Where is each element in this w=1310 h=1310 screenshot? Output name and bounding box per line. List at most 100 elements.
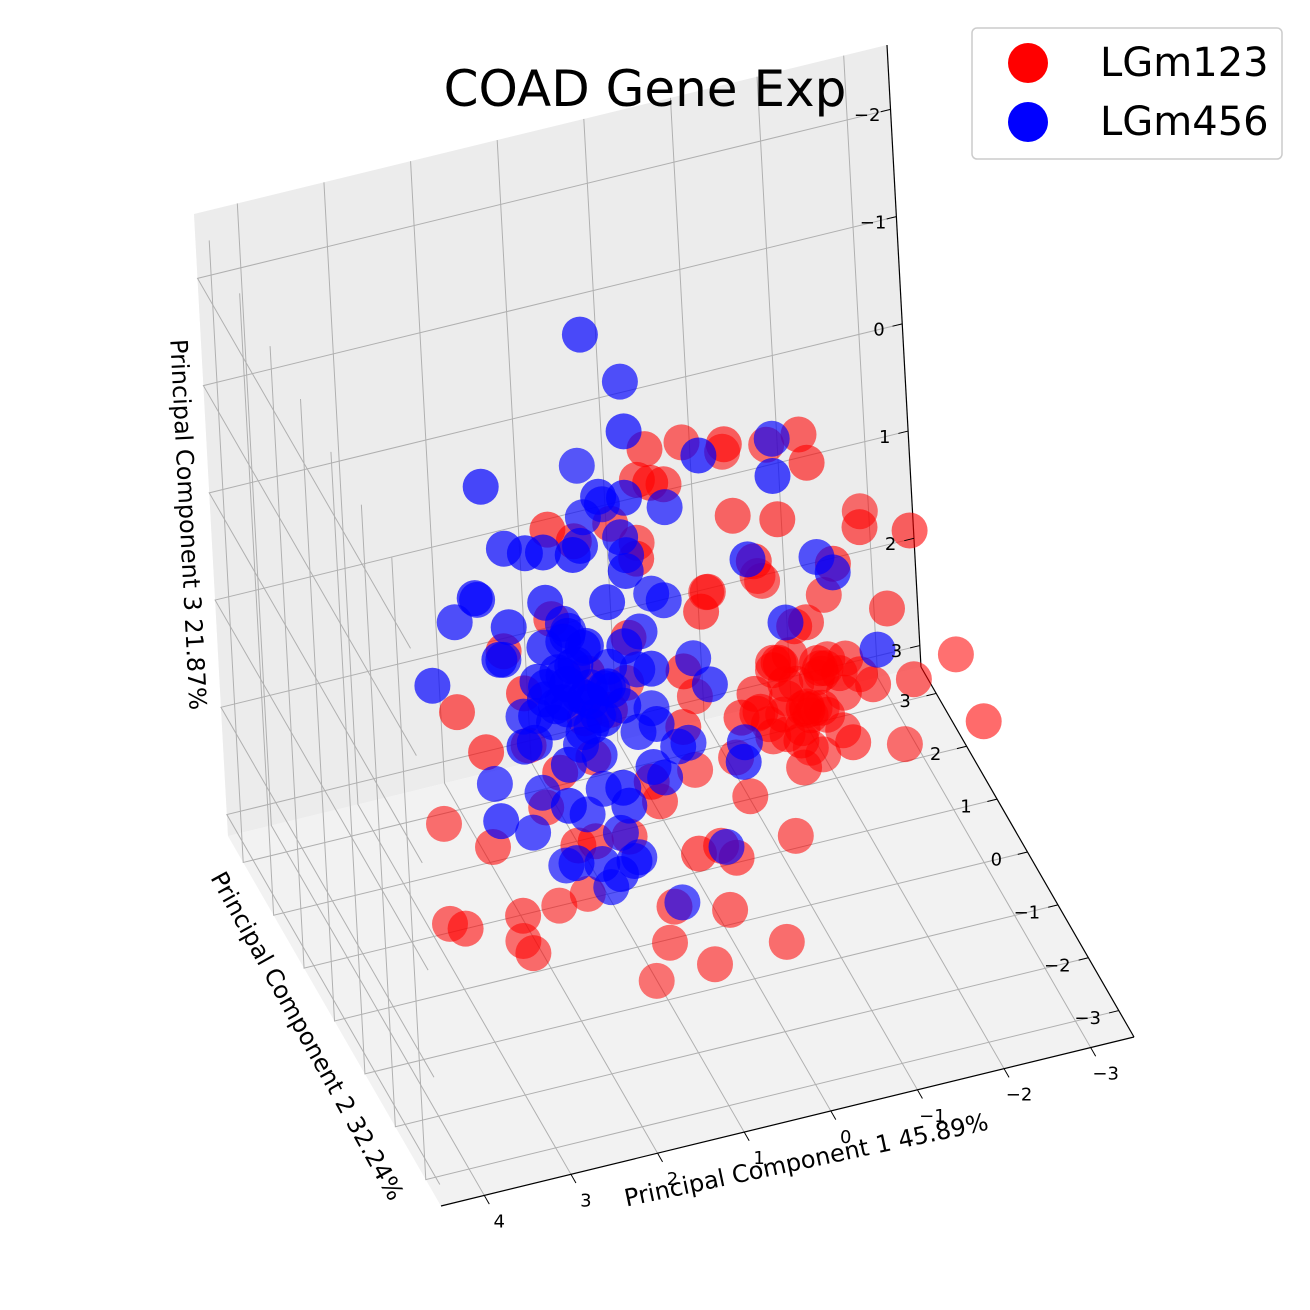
point-lgm456-78 [691,666,728,703]
point-lgm456-55 [633,650,670,687]
scatter-points [414,316,1002,999]
point-lgm123-115 [681,835,717,872]
point-lgm123-65 [891,512,928,549]
point-lgm123-60 [855,666,892,703]
point-lgm456-22 [485,530,522,567]
grid-line-z-4 [220,537,915,1078]
point-lgm456-86 [725,743,762,780]
point-lgm456-45 [456,580,493,617]
x-tick-2-mark [657,1152,663,1163]
point-lgm456-11 [664,884,701,921]
y-tick-3-mark [1017,851,1028,855]
point-lgm456-51 [611,787,648,824]
grid-line-z-1 [202,216,897,756]
point-lgm456-20 [548,847,585,884]
point-lgm123-49 [759,501,796,538]
axes-ticks: 4 3 2 1 0 −1 −2 −3 3 2 1 0 −1 −2 −3 −2 −1 0 1 2 3 [483,105,1119,1232]
point-lgm123-98 [755,644,792,681]
x-tick-0-mark [483,1195,490,1205]
grid-line-x-1 [323,182,572,1175]
point-lgm456-84 [859,631,896,668]
z-tick-1-label: −1 [860,212,887,233]
legend-frame [971,27,1283,160]
grid-line-x-0 [236,203,485,1196]
point-lgm123-116 [638,962,675,999]
point-lgm456-36 [670,724,707,761]
point-lgm123-45 [777,817,814,854]
point-lgm123-118 [541,887,578,924]
point-lgm123-24 [652,924,688,961]
z-tick-4-label: 2 [885,534,896,555]
grid-line-y-4 [330,451,1059,1075]
z-tick-5-label: 3 [891,641,902,662]
x-tick-1-mark [570,1174,577,1184]
point-lgm456-50 [515,814,552,851]
grid-line-x-5 [669,97,918,1091]
x-tick-3-mark [743,1131,750,1141]
y-tick-1-label: 2 [930,744,941,765]
x-tick-4-mark [830,1110,837,1120]
point-lgm123-110 [712,891,749,928]
point-lgm456-52 [525,534,561,571]
y-tick-0-mark [926,692,937,697]
point-lgm456-43 [647,759,684,796]
point-lgm456-66 [562,527,598,564]
point-lgm456-71 [605,413,642,450]
point-lgm123-111 [697,946,733,983]
x-tick-7-mark [1090,1047,1097,1057]
point-lgm123-119 [505,897,542,934]
point-lgm456-87 [754,458,791,494]
point-lgm456-0 [561,316,598,353]
point-lgm123-62 [886,726,923,763]
point-lgm456-85 [753,420,790,457]
x-tick-3-label: 1 [753,1148,764,1169]
z-tick-2-label: 0 [873,320,884,341]
x-axis-line [440,1036,1135,1207]
x-tick-6-mark [1003,1068,1010,1078]
z-tick-5-mark [909,645,920,649]
point-lgm123-40 [714,497,751,534]
point-lgm456-76 [414,667,451,704]
point-lgm456-82 [680,437,717,474]
y-tick-0-label: 3 [899,691,910,712]
y-tick-4-label: −1 [1014,902,1041,923]
y-tick-2-label: 1 [960,797,971,818]
point-lgm123-73 [780,416,817,453]
z-tick-0-mark [880,108,891,113]
z-tick-3-mark [898,430,909,434]
x-tick-4-label: 0 [840,1127,851,1148]
point-lgm123-109 [802,650,838,687]
point-lgm456-62 [638,706,675,742]
z-tick-2-mark [892,323,903,327]
y-tick-4-mark [1048,904,1059,908]
y-tick-6-label: −3 [1074,1008,1101,1029]
point-lgm456-77 [675,640,712,677]
grid-line-y-0 [208,240,937,864]
point-lgm456-106 [519,663,556,700]
legend-marker-lgm456 [1008,102,1048,142]
grid-line-y-6 [391,557,1119,1181]
point-lgm456-88 [708,828,745,865]
x-tick-2-label: 2 [667,1169,678,1190]
point-lgm123-56 [788,444,825,481]
point-lgm123-67 [965,703,1002,740]
point-lgm123-108 [792,729,829,766]
legend-label-lgm123: LGm123 [1100,40,1269,86]
point-lgm456-39 [606,479,642,516]
grid-line-z-2 [208,323,903,864]
point-lgm456-74 [584,846,621,882]
grid-line-x-2 [410,161,658,1154]
x-tick-6-label: −2 [1006,1085,1033,1106]
point-lgm456-80 [729,541,766,578]
point-lgm123-3 [439,694,475,731]
point-lgm123-2 [447,910,484,947]
y-tick-5-mark [1078,957,1089,961]
x-tick-1-label: 3 [580,1190,591,1211]
point-lgm123-114 [768,923,805,960]
point-lgm123-77 [841,493,878,530]
point-lgm123-64 [895,661,932,698]
point-lgm456-1 [601,363,638,400]
x-tick-0-label: 4 [494,1211,505,1232]
point-lgm456-58 [633,575,670,612]
